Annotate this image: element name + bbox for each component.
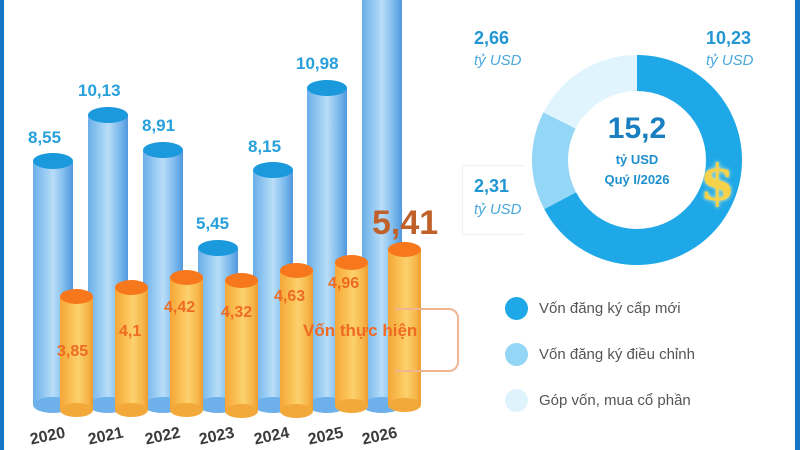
bar-disbursed-2022 [170,270,203,417]
x-tick-2026: 2026 [360,424,399,449]
x-tick-2023: 2023 [197,424,236,449]
frame-border-left [0,0,4,450]
slice-label-new-value: 10,23 [706,28,752,48]
value-label-registered-2022: 8,91 [142,116,176,135]
slice-label-new-unit: tỷ USD [706,52,754,69]
legend-label: Vốn đăng ký cấp mới [539,300,681,317]
value-label-registered-2023: 5,45 [196,214,230,233]
legend-item-new-registration: Vốn đăng ký cấp mới [505,297,681,320]
bar-disbursed-2026 [388,242,421,412]
bar-disbursed-2021 [115,280,148,417]
legend-swatch-icon [505,297,528,320]
donut-center-value: 15,2 [607,112,667,145]
bar-disbursed-2025 [335,255,368,413]
x-tick-2021: 2021 [86,424,125,449]
frame-border-right [795,0,800,450]
bar-disbursed-2023 [225,273,258,418]
slice-label-shares-unit: tỷ USD [474,52,522,69]
value-label-registered-2024: 8,15 [248,137,282,156]
value-label-registered-2021: 10,13 [78,81,121,100]
series-note-label: Vốn thực hiện [303,321,418,340]
legend-item-adjusted-registration: Vốn đăng ký điều chỉnh [505,343,695,366]
x-tick-2022: 2022 [143,424,182,449]
value-label-disbursed-2026: 5,41 [372,204,439,242]
callout-box-adjusted [462,165,525,235]
x-tick-2020: 2020 [28,424,67,449]
donut-center [568,91,706,229]
value-label-disbursed-2020: 3,85 [57,343,89,360]
dollar-icon: $ [700,153,735,212]
value-label-registered-2025: 10,98 [296,54,339,73]
series-note-bracket [395,308,459,372]
x-tick-2024: 2024 [252,424,291,449]
value-label-disbursed-2021: 4,1 [119,323,142,340]
value-label-disbursed-2022: 4,42 [164,299,196,316]
value-label-disbursed-2023: 4,32 [221,304,253,321]
bar-disbursed-2020 [60,289,93,417]
value-label-disbursed-2025: 4,96 [328,275,360,292]
donut-center-period: Quý I/2026 [604,172,670,187]
slice-label-adjusted-value: 2,31 [474,176,510,196]
slice-label-shares-value: 2,66 [474,28,510,48]
legend-swatch-icon [505,389,528,412]
slice-label-adjusted-unit: tỷ USD [474,201,522,218]
legend-swatch-icon [505,343,528,366]
value-label-disbursed-2024: 4,63 [274,288,306,305]
legend-item-share-purchase: Góp vốn, mua cổ phần [505,389,691,412]
cylinder-bar-chart: 8,55 10,13 8,91 5,45 8,15 10,98 [28,0,459,449]
legend-label: Vốn đăng ký điều chỉnh [539,346,695,363]
bar-disbursed-2024 [280,263,313,418]
legend-label: Góp vốn, mua cổ phần [539,392,691,409]
x-tick-2025: 2025 [306,424,345,449]
value-label-registered-2020: 8,55 [28,128,62,147]
donut-center-unit: tỷ USD [615,152,659,167]
